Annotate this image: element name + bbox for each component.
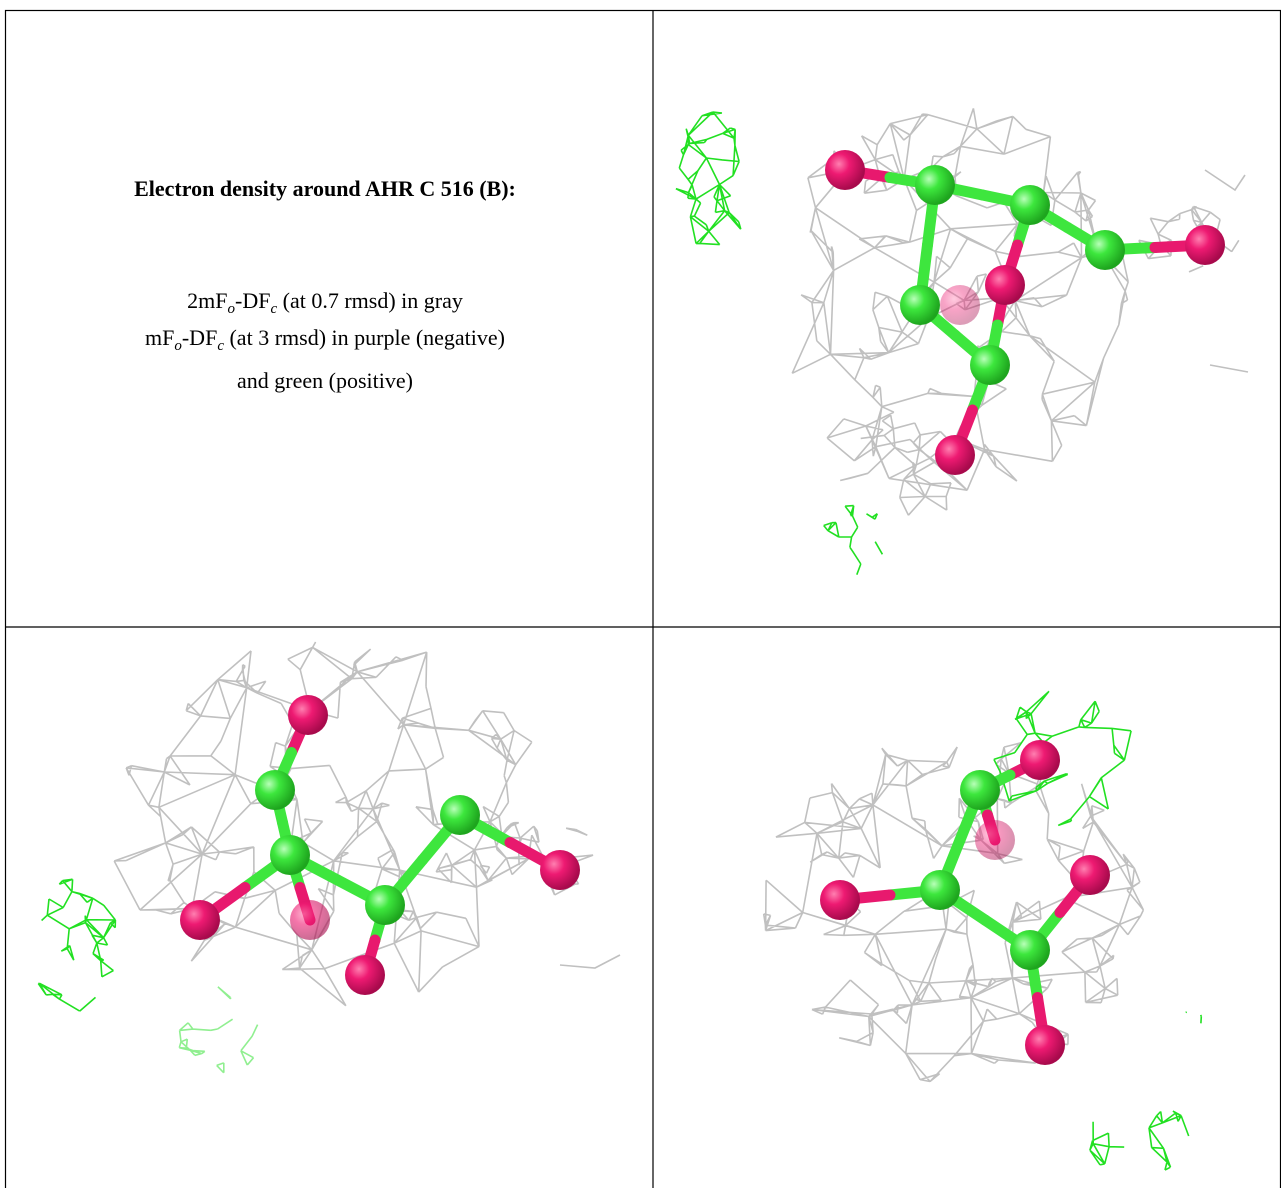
text: mF bbox=[145, 325, 174, 350]
oxygen-atom bbox=[975, 820, 1015, 860]
subscript: o bbox=[228, 301, 236, 317]
density-mesh bbox=[762, 742, 1145, 1083]
text: (at 3 rmsd) in purple (negative) bbox=[224, 325, 505, 350]
oxygen-atom bbox=[180, 900, 220, 940]
subscript: c bbox=[217, 338, 224, 354]
density-mesh bbox=[178, 986, 259, 1074]
oxygen-atom bbox=[1185, 225, 1225, 265]
density-mesh bbox=[993, 690, 1132, 827]
legend-line: 2mFo-DFc (at 0.7 rmsd) in gray bbox=[187, 288, 463, 317]
oxygen-atom bbox=[1020, 740, 1060, 780]
legend-line: mFo-DFc (at 3 rmsd) in purple (negative) bbox=[145, 325, 505, 354]
density-mesh bbox=[559, 954, 621, 969]
carbon-atom bbox=[440, 795, 480, 835]
oxygen-atom bbox=[940, 285, 980, 325]
text: 2mF bbox=[187, 288, 227, 313]
oxygen-atom bbox=[288, 695, 328, 735]
carbon-atom bbox=[915, 165, 955, 205]
carbon-atom bbox=[1010, 185, 1050, 225]
oxygen-atom bbox=[935, 435, 975, 475]
carbon-atom bbox=[960, 770, 1000, 810]
oxygen-atom bbox=[345, 955, 385, 995]
oxygen-atom bbox=[820, 880, 860, 920]
carbon-atom bbox=[1010, 930, 1050, 970]
oxygen-atom bbox=[1070, 855, 1110, 895]
carbon-atom bbox=[970, 345, 1010, 385]
carbon-atom bbox=[900, 285, 940, 325]
density-mesh bbox=[839, 414, 960, 516]
text: (at 0.7 rmsd) in gray bbox=[277, 288, 463, 313]
density-mesh bbox=[1185, 1011, 1203, 1024]
density-mesh bbox=[675, 111, 742, 246]
text: -DF bbox=[235, 288, 270, 313]
oxygen-atom bbox=[985, 265, 1025, 305]
oxygen-atom bbox=[540, 850, 580, 890]
subscript: o bbox=[174, 338, 182, 354]
caption-title: Electron density around AHR C 516 (B): bbox=[134, 176, 516, 201]
molecule-panels bbox=[37, 108, 1249, 1171]
oxygen-atom bbox=[825, 150, 865, 190]
oxygen-atom bbox=[290, 900, 330, 940]
density-mesh bbox=[1204, 169, 1249, 373]
legend-line: and green (positive) bbox=[237, 368, 413, 393]
carbon-atom bbox=[1085, 230, 1125, 270]
subscript: c bbox=[270, 301, 277, 317]
oxygen-atom bbox=[1025, 1025, 1065, 1065]
text: -DF bbox=[182, 325, 217, 350]
carbon-atom bbox=[270, 835, 310, 875]
carbon-atom bbox=[920, 870, 960, 910]
density-mesh bbox=[37, 878, 117, 1012]
carbon-atom bbox=[365, 885, 405, 925]
density-mesh bbox=[1089, 1110, 1190, 1171]
carbon-atom bbox=[255, 770, 295, 810]
density-mesh bbox=[823, 504, 884, 575]
